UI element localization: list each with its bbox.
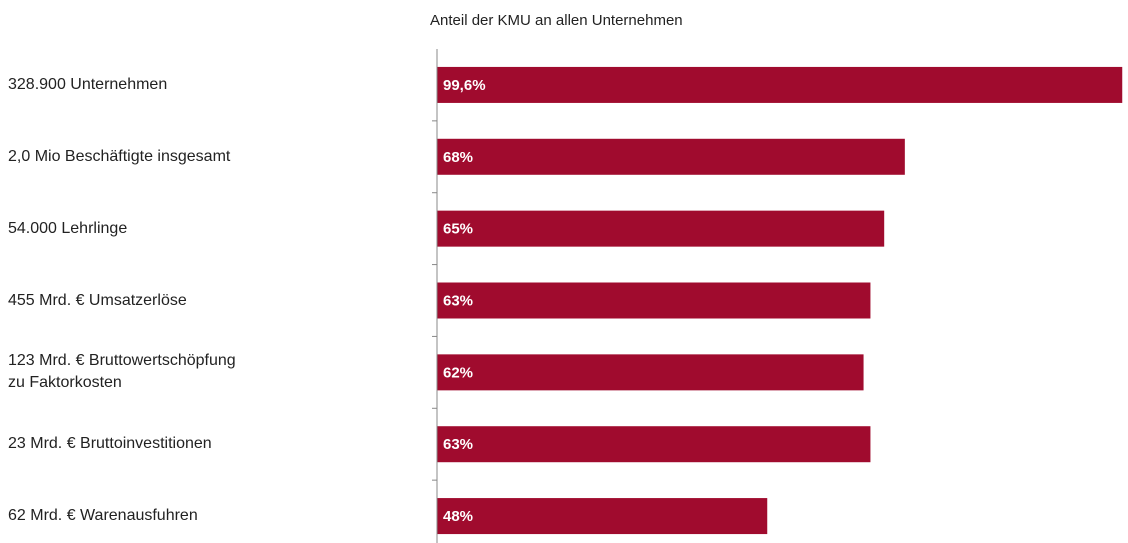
category-label: 54.000 Lehrlinge bbox=[8, 219, 128, 237]
bar bbox=[437, 498, 768, 535]
bar bbox=[437, 354, 864, 391]
bar bbox=[437, 138, 905, 175]
value-label: 68% bbox=[443, 149, 473, 166]
bar bbox=[437, 426, 871, 463]
category-label: 328.900 Unternehmen bbox=[8, 75, 168, 93]
bar bbox=[437, 210, 885, 247]
value-label: 62% bbox=[443, 364, 473, 381]
category-label: 23 Mrd. € Bruttoinvestitionen bbox=[8, 435, 212, 453]
category-label: 62 Mrd. € Warenausfuhren bbox=[8, 507, 198, 525]
bar bbox=[437, 282, 871, 319]
value-label: 99,6% bbox=[443, 77, 486, 94]
value-label: 63% bbox=[443, 436, 473, 453]
category-label: 455 Mrd. € Umsatzerlöse bbox=[8, 291, 187, 309]
category-label: 123 Mrd. € Bruttowertschöpfung zu Faktor… bbox=[8, 352, 236, 392]
category-label: 2,0 Mio Beschäftigte insgesamt bbox=[8, 147, 231, 165]
bar bbox=[437, 66, 1123, 103]
value-label: 65% bbox=[443, 221, 473, 238]
value-label: 63% bbox=[443, 292, 473, 309]
chart-title: Anteil der KMU an allen Unternehmen bbox=[430, 12, 683, 29]
value-label: 48% bbox=[443, 508, 473, 525]
